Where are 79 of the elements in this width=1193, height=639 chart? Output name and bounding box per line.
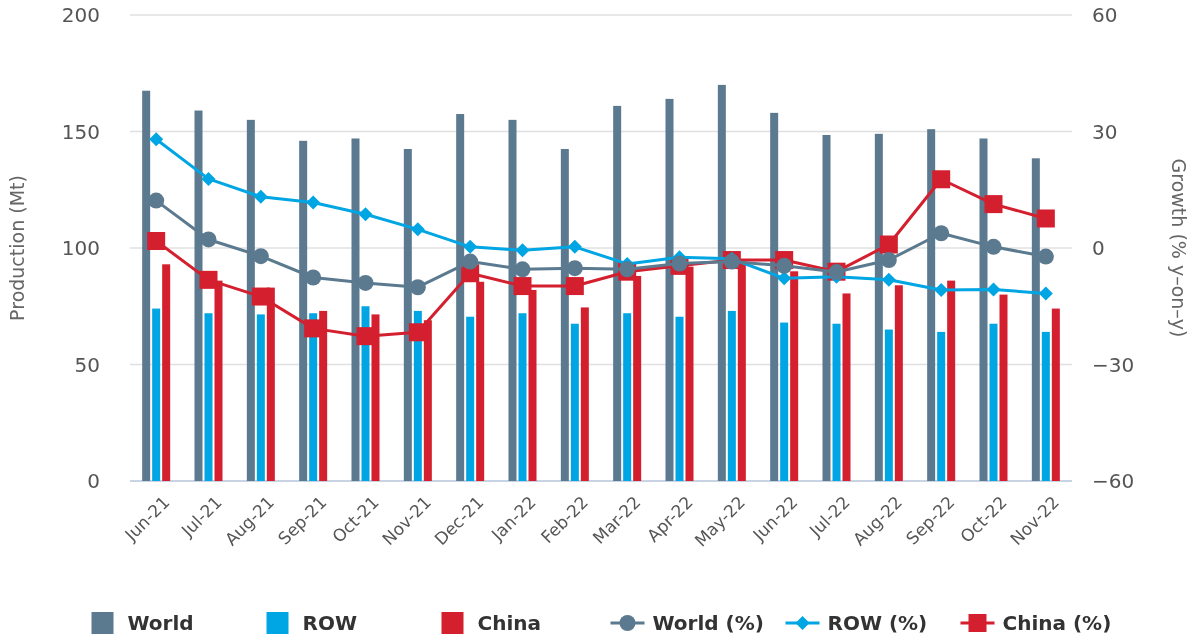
y2-tick-label: 60 bbox=[1092, 3, 1118, 27]
point bbox=[880, 252, 897, 269]
point bbox=[881, 272, 896, 287]
bar bbox=[947, 280, 956, 481]
point bbox=[409, 279, 426, 296]
point bbox=[1038, 286, 1053, 301]
point bbox=[201, 171, 216, 186]
bar bbox=[361, 306, 370, 481]
point bbox=[148, 192, 165, 209]
y2-tick-label: −60 bbox=[1092, 469, 1135, 493]
y-axis-title: Production (Mt) bbox=[6, 175, 28, 321]
point bbox=[984, 195, 1003, 214]
bar bbox=[623, 313, 632, 481]
bar bbox=[790, 271, 799, 481]
point bbox=[566, 260, 583, 277]
point bbox=[567, 239, 582, 254]
bar bbox=[518, 313, 527, 481]
bar bbox=[152, 308, 161, 481]
point bbox=[565, 277, 584, 296]
point bbox=[252, 248, 269, 265]
point bbox=[200, 231, 217, 248]
point bbox=[515, 243, 530, 258]
legend-label: China (%) bbox=[1002, 611, 1112, 635]
bar bbox=[1051, 308, 1060, 481]
point bbox=[149, 132, 164, 147]
point bbox=[357, 274, 374, 291]
point bbox=[986, 282, 1001, 297]
point bbox=[462, 253, 479, 270]
bar bbox=[675, 316, 684, 481]
point bbox=[985, 238, 1002, 255]
y2-tick-label: 0 bbox=[1092, 236, 1105, 260]
legend-label: China bbox=[477, 611, 542, 635]
point bbox=[358, 207, 373, 222]
point bbox=[514, 261, 531, 278]
y2-tick-label: 30 bbox=[1092, 119, 1118, 144]
bar bbox=[466, 316, 475, 481]
point bbox=[777, 271, 792, 286]
point bbox=[306, 195, 321, 210]
y-tick-label: 100 bbox=[61, 236, 100, 260]
bar bbox=[580, 307, 589, 481]
point bbox=[251, 287, 270, 306]
point bbox=[1036, 209, 1055, 228]
legend-label: World bbox=[127, 611, 194, 635]
legend-label: ROW bbox=[302, 611, 357, 635]
y2-tick-label: −30 bbox=[1092, 352, 1135, 377]
point bbox=[463, 239, 478, 254]
y-tick-label: 0 bbox=[87, 469, 100, 493]
point bbox=[410, 222, 425, 237]
bar bbox=[1041, 331, 1050, 481]
point bbox=[513, 277, 532, 296]
point bbox=[147, 232, 166, 251]
bar bbox=[727, 310, 736, 481]
point bbox=[253, 189, 268, 204]
bar bbox=[884, 329, 893, 481]
bar bbox=[999, 294, 1008, 481]
y-tick-label: 50 bbox=[74, 352, 100, 377]
bar bbox=[842, 293, 851, 481]
bar bbox=[780, 322, 789, 481]
y-tick-label: 200 bbox=[61, 3, 100, 27]
point bbox=[879, 235, 898, 254]
point bbox=[199, 270, 218, 289]
point bbox=[933, 225, 950, 242]
legend-label: ROW (%) bbox=[827, 611, 928, 635]
point bbox=[776, 257, 793, 274]
y2-axis-title: Growth (% y–on–y) bbox=[1168, 158, 1190, 338]
bar bbox=[937, 331, 946, 481]
bar bbox=[570, 323, 579, 481]
bar bbox=[256, 314, 265, 481]
point bbox=[934, 282, 949, 297]
bar bbox=[162, 264, 171, 481]
bar bbox=[894, 285, 903, 481]
y-tick-label: 150 bbox=[61, 119, 100, 144]
point bbox=[305, 269, 322, 286]
point bbox=[1037, 248, 1054, 265]
bar bbox=[204, 313, 213, 481]
legend-label: World (%) bbox=[652, 611, 764, 635]
point bbox=[932, 170, 951, 189]
bar bbox=[989, 323, 998, 481]
bar bbox=[832, 323, 841, 481]
